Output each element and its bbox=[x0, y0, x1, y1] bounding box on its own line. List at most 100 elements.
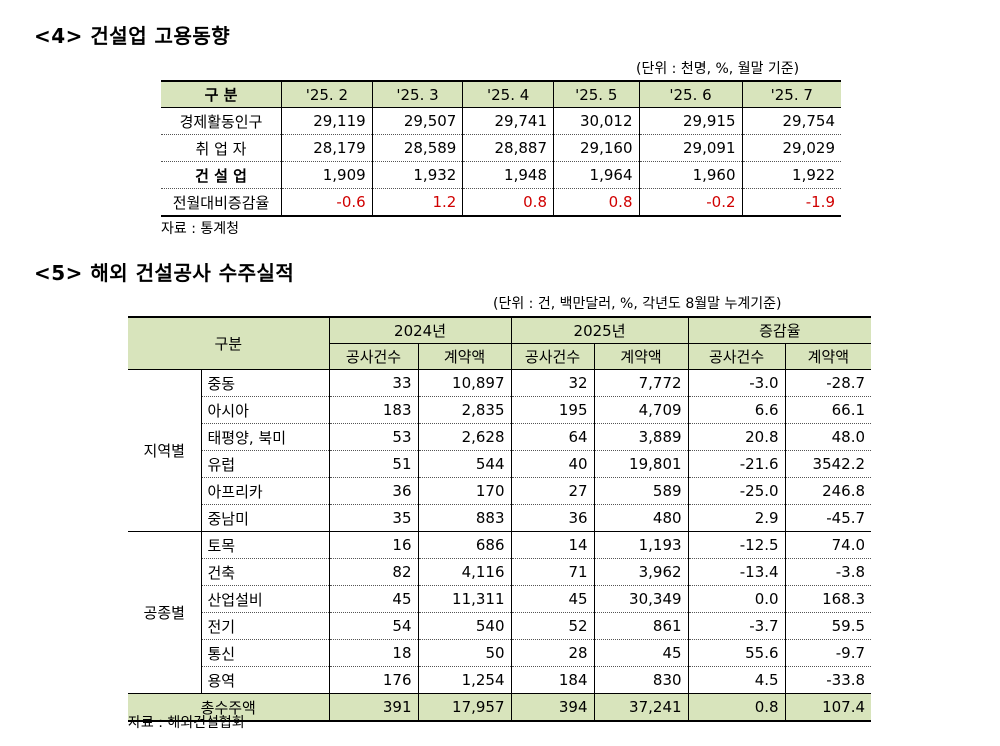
value-cell: 883 bbox=[417, 504, 512, 532]
value-cell: 0.8 bbox=[462, 188, 554, 217]
value-cell: 50 bbox=[417, 639, 512, 667]
value-cell: 28 bbox=[510, 639, 595, 667]
value-cell: 4,116 bbox=[417, 558, 512, 586]
group-label: 지역별 bbox=[128, 369, 201, 532]
value-cell: 1,254 bbox=[417, 666, 512, 694]
row-label: 중남미 bbox=[200, 504, 330, 532]
table-row: 전월대비증감율 -0.6 1.2 0.8 0.8 -0.2 -1.9 bbox=[161, 188, 841, 217]
value-cell: 184 bbox=[510, 666, 595, 694]
header-gubun: 구분 bbox=[128, 316, 330, 370]
value-cell: 27 bbox=[510, 477, 595, 505]
value-cell: 1,932 bbox=[371, 161, 463, 189]
table-row: 태평양, 북미 53 2,628 64 3,889 20.8 48.0 bbox=[128, 423, 872, 451]
row-label: 토목 bbox=[200, 531, 330, 559]
row-label: 태평양, 북미 bbox=[200, 423, 330, 451]
value-cell: -0.6 bbox=[281, 188, 373, 217]
value-cell: -3.8 bbox=[784, 558, 872, 586]
row-label: 건축 bbox=[200, 558, 330, 586]
value-cell: 3,889 bbox=[593, 423, 689, 451]
value-cell: 1,922 bbox=[741, 161, 841, 189]
total-value-cell: 0.8 bbox=[687, 693, 786, 722]
value-cell: 55.6 bbox=[687, 639, 786, 667]
table-row: 용역 176 1,254 184 830 4.5 -33.8 bbox=[128, 666, 872, 694]
value-cell: -21.6 bbox=[687, 450, 786, 478]
value-cell: 6.6 bbox=[687, 396, 786, 424]
row-label: 취 업 자 bbox=[161, 134, 282, 162]
value-cell: 74.0 bbox=[784, 531, 872, 559]
value-cell: 1,948 bbox=[462, 161, 554, 189]
row-label: 전월대비증감율 bbox=[161, 188, 282, 217]
value-cell: 45 bbox=[593, 639, 689, 667]
subheader-cell: 계약액 bbox=[417, 343, 512, 370]
section4-unit: (단위 : 천명, %, 월말 기준) bbox=[636, 61, 800, 77]
header-year: 2025년 bbox=[510, 316, 689, 344]
value-cell: 29,119 bbox=[281, 107, 373, 135]
table-row: 공종별 토목 16 686 14 1,193 -12.5 74.0 bbox=[128, 531, 872, 694]
header-cell: '25. 4 bbox=[462, 80, 554, 108]
value-cell: 2,835 bbox=[417, 396, 512, 424]
value-cell: 32 bbox=[510, 369, 595, 397]
value-cell: 29,915 bbox=[638, 107, 743, 135]
value-cell: 2.9 bbox=[687, 504, 786, 532]
value-cell: 53 bbox=[328, 423, 419, 451]
table-row: 경제활동인구 29,119 29,507 29,741 30,012 29,915 29,7… bbox=[161, 107, 841, 135]
value-cell: 7,772 bbox=[593, 369, 689, 397]
section5-unit: (단위 : 건, 백만달러, %, 각년도 8월말 누계기준) bbox=[493, 296, 782, 312]
value-cell: 29,160 bbox=[553, 134, 639, 162]
value-cell: 195 bbox=[510, 396, 595, 424]
value-cell: 30,012 bbox=[553, 107, 639, 135]
row-label: 통신 bbox=[200, 639, 330, 667]
subheader-cell: 공사건수 bbox=[510, 343, 595, 370]
row-label: 산업설비 bbox=[200, 585, 330, 613]
row-label: 전기 bbox=[200, 612, 330, 640]
value-cell: 3,962 bbox=[593, 558, 689, 586]
header-cell: '25. 5 bbox=[553, 80, 639, 108]
value-cell: 4,709 bbox=[593, 396, 689, 424]
header-row: 구분 2024년 2025년 증감율 bbox=[128, 316, 872, 370]
subheader-row: 공사건수 계약액 공사건수 계약액 공사건수 계약액 bbox=[128, 343, 872, 370]
value-cell: 1,909 bbox=[281, 161, 373, 189]
total-value-cell: 17,957 bbox=[417, 693, 512, 722]
value-cell: -12.5 bbox=[687, 531, 786, 559]
value-cell: 176 bbox=[328, 666, 419, 694]
header-cell: 구 분 bbox=[161, 80, 282, 108]
value-cell: 45 bbox=[328, 585, 419, 613]
section4-source: 자료 : 통계청 bbox=[161, 221, 240, 237]
section4-title: <4> 건설업 고용동향 bbox=[34, 24, 231, 48]
value-cell: 3542.2 bbox=[784, 450, 872, 478]
value-cell: 686 bbox=[417, 531, 512, 559]
table-row: 취 업 자 28,179 28,589 28,887 29,160 29,091 29,02… bbox=[161, 134, 841, 162]
value-cell: 480 bbox=[593, 504, 689, 532]
value-cell: 29,507 bbox=[371, 107, 463, 135]
total-value-cell: 391 bbox=[328, 693, 419, 722]
group-label: 공종별 bbox=[128, 531, 201, 694]
header-year: 증감율 bbox=[687, 316, 872, 344]
section5-source: 자료 : 해외건설협회 bbox=[128, 715, 245, 731]
value-cell: 28,887 bbox=[462, 134, 554, 162]
total-value-cell: 394 bbox=[510, 693, 595, 722]
subheader-cell: 공사건수 bbox=[328, 343, 419, 370]
value-cell: -3.0 bbox=[687, 369, 786, 397]
value-cell: -45.7 bbox=[784, 504, 872, 532]
value-cell: 861 bbox=[593, 612, 689, 640]
value-cell: 183 bbox=[328, 396, 419, 424]
total-label: 총수주액 bbox=[128, 693, 330, 722]
value-cell: 35 bbox=[328, 504, 419, 532]
value-cell: 19,801 bbox=[593, 450, 689, 478]
value-cell: 830 bbox=[593, 666, 689, 694]
table-row: 지역별 중동 33 10,897 32 7,772 -3.0 -28.7 bbox=[128, 369, 872, 532]
header-cell: '25. 2 bbox=[281, 80, 373, 108]
value-cell: 0.8 bbox=[553, 188, 639, 217]
value-cell: -1.9 bbox=[741, 188, 841, 217]
value-cell: -0.2 bbox=[638, 188, 743, 217]
value-cell: 10,897 bbox=[417, 369, 512, 397]
value-cell: 1,960 bbox=[638, 161, 743, 189]
table-row: 중남미 35 883 36 480 2.9 -45.7 bbox=[128, 504, 872, 532]
value-cell: 20.8 bbox=[687, 423, 786, 451]
total-value-cell: 37,241 bbox=[593, 693, 689, 722]
value-cell: 36 bbox=[510, 504, 595, 532]
value-cell: 28,179 bbox=[281, 134, 373, 162]
value-cell: 59.5 bbox=[784, 612, 872, 640]
value-cell: 33 bbox=[328, 369, 419, 397]
employment-table: 구 분 '25. 2 '25. 3 '25. 4 '25. 5 '25. 6 '… bbox=[161, 80, 841, 217]
